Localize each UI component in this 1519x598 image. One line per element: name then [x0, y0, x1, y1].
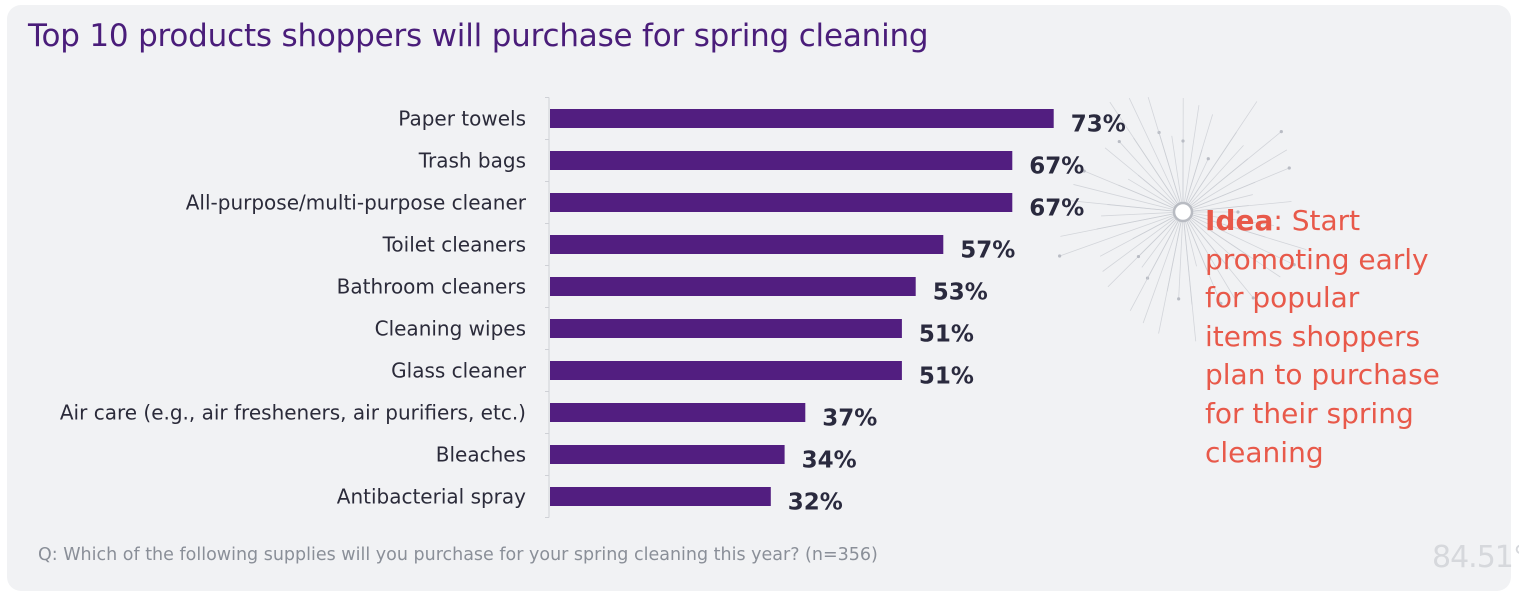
starburst-dot: [1206, 157, 1210, 161]
starburst-ray: [1138, 211, 1184, 257]
bar: [550, 235, 944, 254]
category-label: All-purpose/multi-purpose cleaner: [186, 191, 527, 215]
bar: [550, 151, 1013, 170]
bar: [550, 361, 902, 380]
value-label: 37%: [822, 406, 877, 432]
starburst-dot: [1292, 263, 1296, 267]
value-label: 51%: [919, 322, 974, 348]
starburst-dot: [1279, 130, 1283, 134]
starburst-dot: [1136, 254, 1141, 259]
starburst-ray: [1118, 141, 1184, 213]
starburst-ray: [1182, 105, 1200, 213]
starburst-dot: [1287, 166, 1291, 170]
starburst-dot: [1082, 169, 1086, 173]
idea-callout: Idea: Start promoting early for popular …: [1205, 202, 1445, 472]
bars-group: [550, 109, 1054, 506]
value-label: 34%: [802, 448, 857, 474]
category-axis: [545, 97, 550, 518]
starburst-ray: [1182, 211, 1197, 342]
starburst-ray: [1129, 211, 1184, 311]
starburst-dot: [1177, 297, 1181, 301]
starburst-ray: [1182, 149, 1288, 213]
bar: [550, 193, 1013, 212]
brand-logo: 84.51°: [1432, 540, 1519, 575]
bar: [550, 487, 771, 506]
idea-callout-text: : Start promoting early for popular item…: [1205, 204, 1440, 469]
starburst-ray: [1182, 211, 1222, 304]
starburst-center-icon: [1172, 201, 1194, 223]
starburst-ray: [1107, 204, 1184, 213]
value-label: 67%: [1029, 196, 1084, 222]
starburst-ray: [1099, 211, 1184, 257]
starburst-ray: [1060, 211, 1184, 237]
starburst-dot: [1058, 254, 1062, 258]
value-label: 53%: [933, 280, 988, 306]
value-labels: 73% 67% 67% 57% 53% 51% 51% 37% 34% 32%: [788, 112, 1126, 516]
starburst-dot: [1117, 139, 1121, 144]
starburst-ray: [1073, 184, 1184, 213]
starburst-ray: [1182, 211, 1266, 238]
starburst-ray: [1182, 114, 1213, 213]
bar: [550, 319, 902, 338]
starburst-ray: [1127, 178, 1184, 213]
category-label: Bathroom cleaners: [337, 275, 526, 299]
starburst-ray: [1182, 167, 1290, 213]
category-label: Paper towels: [398, 107, 526, 131]
idea-callout-lead: Idea: [1205, 204, 1274, 237]
starburst-dot: [1181, 139, 1185, 143]
starburst-ray: [1182, 211, 1281, 278]
bar: [550, 277, 916, 296]
value-label: 73%: [1071, 112, 1126, 138]
starburst-ray: [1182, 211, 1295, 266]
category-label: Glass cleaner: [391, 359, 527, 383]
value-label: 67%: [1029, 154, 1084, 180]
value-label: 57%: [960, 238, 1015, 264]
bar: [550, 445, 785, 464]
question-footnote: Q: Which of the following supplies will …: [38, 545, 878, 565]
starburst-ray: [1171, 135, 1184, 213]
starburst-ray: [1182, 211, 1275, 226]
starburst-ray: [1182, 211, 1227, 265]
starburst-ray: [1059, 211, 1184, 257]
starburst-ray: [1102, 211, 1184, 272]
category-label: Cleaning wipes: [375, 317, 526, 341]
category-labels: Paper towels Trash bags All-purpose/multi-…: [60, 107, 527, 509]
starburst-ray: [1182, 194, 1253, 213]
starburst-ray: [1147, 97, 1184, 213]
starburst-ray: [1182, 205, 1249, 213]
starburst-ray: [1178, 211, 1184, 299]
category-label: Bleaches: [436, 443, 526, 467]
starburst-ray: [1083, 170, 1184, 213]
starburst-ray: [1133, 137, 1184, 213]
chart-title: Top 10 products shoppers will purchase f…: [28, 18, 929, 54]
starburst-ray: [1182, 211, 1239, 263]
bar: [550, 403, 806, 422]
value-label: 32%: [788, 490, 843, 516]
starburst-dot: [1062, 198, 1067, 202]
value-label: 51%: [919, 364, 974, 390]
starburst-decoration: [1058, 97, 1307, 342]
starburst-ray: [1182, 145, 1244, 213]
starburst-dot: [1236, 210, 1240, 214]
category-label: Air care (e.g., air fresheners, air puri…: [60, 401, 526, 425]
starburst-ray: [1182, 211, 1238, 303]
starburst-ray: [1101, 211, 1184, 217]
starburst-ray: [1142, 211, 1184, 324]
starburst-ray: [1182, 158, 1249, 213]
starburst-ray: [1128, 97, 1184, 213]
starburst-ray: [1182, 101, 1258, 213]
category-label: Trash bags: [418, 149, 526, 173]
starburst-ray: [1141, 211, 1184, 268]
category-label: Toilet cleaners: [382, 233, 526, 257]
category-label: Antibacterial spray: [337, 485, 526, 509]
bar: [550, 109, 1054, 128]
starburst-ray: [1166, 211, 1184, 292]
starburst-dot: [1219, 301, 1223, 306]
starburst-dot: [1251, 296, 1255, 300]
